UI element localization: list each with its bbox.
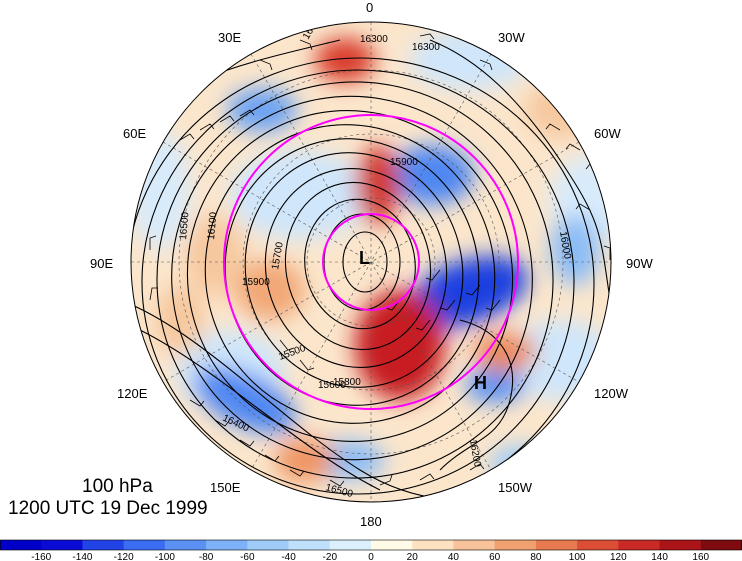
longitude-label: 60W <box>594 126 621 141</box>
contour-label: 15700 <box>270 241 286 271</box>
colorbar-tick-label: 120 <box>610 552 627 561</box>
contour-label: 16100 <box>206 211 219 240</box>
valid-time-label: 1200 UTC 19 Dec 1999 <box>8 498 208 519</box>
longitude-label: 180 <box>360 514 382 529</box>
colorbar-tick-label: -20 <box>323 552 338 561</box>
low-center-marker: L <box>359 248 370 268</box>
colorbar-swatch <box>247 540 290 550</box>
colorbar-tick-label: -60 <box>240 552 255 561</box>
longitude-label: 90W <box>626 256 653 271</box>
colorbar-tick-label: -80 <box>199 552 214 561</box>
colorbar-tick-label: 0 <box>368 552 374 561</box>
contour-label: 15900 <box>390 157 418 168</box>
latitude-reference-rings <box>223 114 519 410</box>
colorbar-swatch <box>412 540 454 550</box>
colorbar-swatch <box>206 540 248 550</box>
wind-barbs <box>149 33 611 487</box>
colorbar-swatch <box>535 540 578 550</box>
high-center-marker: H <box>474 373 487 393</box>
colorbar-swatch <box>164 540 207 550</box>
colorbar-swatch <box>453 540 496 550</box>
contour-label: 16000 <box>557 231 573 261</box>
colorbar-swatch <box>659 540 702 550</box>
pressure-level-label: 100 hPa <box>82 476 153 497</box>
contour-label: 16300 <box>360 34 388 45</box>
longitude-label: 30W <box>498 30 525 45</box>
contour-label: 15600 <box>318 380 346 391</box>
longitude-label: 120W <box>594 386 628 401</box>
colorbar-tick-label: 80 <box>530 552 542 561</box>
colorbar-swatch <box>288 540 331 550</box>
colorbar-tick-label: 60 <box>489 552 501 561</box>
contour-label: 16300 <box>412 42 440 53</box>
colorbar-swatch <box>329 540 372 550</box>
longitude-label: 90E <box>90 256 114 271</box>
longitude-label: 60E <box>123 126 147 141</box>
longitude-label: 120E <box>117 386 148 401</box>
longitude-label: 150E <box>210 480 241 495</box>
longitude-label: 150W <box>498 480 532 495</box>
colorbar-swatch <box>577 540 619 550</box>
colorbar-swatch <box>371 540 413 550</box>
colorbar-tick-label: -120 <box>114 552 134 561</box>
contour-label: 16200 <box>467 439 483 469</box>
colorbar-tick-label: 160 <box>692 552 709 561</box>
colorbar-tick-label: 100 <box>569 552 586 561</box>
colorbar: -160 -140 -120 -100 -80 -60 -40 -20 0 20 40 60 80 100… <box>0 539 742 561</box>
colorbar-tick-label: 40 <box>448 552 460 561</box>
longitude-label: 0 <box>366 0 374 15</box>
colorbar-tick-label: -140 <box>72 552 92 561</box>
colorbar-tick-label: 140 <box>651 552 668 561</box>
colorbar-swatch <box>41 540 83 550</box>
colorbar-swatch <box>494 540 537 550</box>
colorbar-swatch <box>123 540 166 550</box>
anomaly-shading: 16300 16300 16500 16100 16000 15900 1580… <box>131 22 611 502</box>
map-boundary <box>130 21 612 503</box>
colorbar-tick-label: -100 <box>155 552 175 561</box>
colorbar-swatch <box>700 540 742 550</box>
polar-stereographic-map: 16300 16300 16500 16100 16000 15900 1580… <box>130 21 612 503</box>
contour-label: 15900 <box>242 277 270 288</box>
contour-label: 16500 <box>178 211 191 240</box>
longitude-label: 30E <box>218 30 242 45</box>
colorbar-tick-label: -40 <box>281 552 296 561</box>
contour-label: 15800 <box>333 377 361 388</box>
colorbar-tick-label: -160 <box>31 552 51 561</box>
colorbar-swatch <box>82 540 125 550</box>
colorbar-tick-label: 20 <box>407 552 419 561</box>
colorbar-swatch <box>0 540 42 550</box>
height-contours <box>131 39 611 502</box>
colorbar-swatch <box>618 540 661 550</box>
